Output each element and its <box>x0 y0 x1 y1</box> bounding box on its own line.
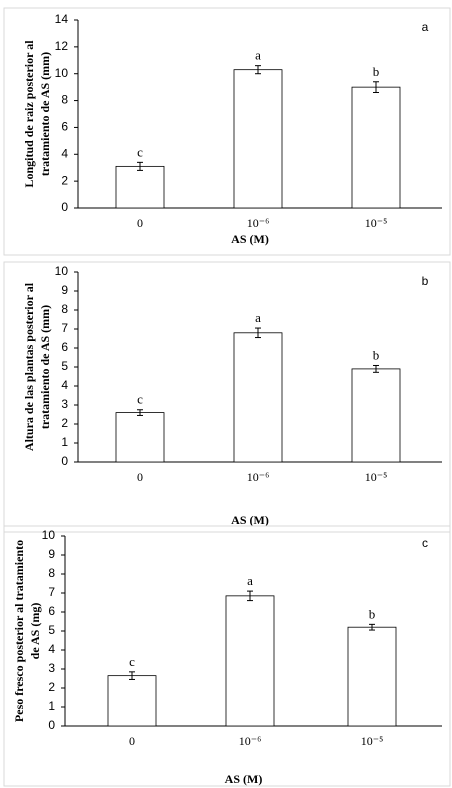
error-bar <box>373 81 379 94</box>
error-bar <box>137 409 143 416</box>
y-tick-label: 8 <box>61 93 68 107</box>
x-tick-label: 0 <box>137 216 143 230</box>
bar <box>351 86 401 209</box>
x-tick-label: 0 <box>129 734 135 748</box>
y-tick-label: 1 <box>61 435 68 449</box>
x-axis-label: AS (M) <box>231 232 269 246</box>
y-tick-label: 9 <box>48 547 55 561</box>
y-tick-label: 0 <box>61 200 68 214</box>
error-bar <box>137 161 143 171</box>
significance-label: b <box>373 64 380 79</box>
x-tick-label: 10⁻⁶ <box>247 216 270 230</box>
error-bar <box>247 590 253 602</box>
significance-label: c <box>129 654 135 669</box>
significance-label: c <box>137 392 143 407</box>
y-tick-label: 10 <box>55 264 69 278</box>
bar <box>233 69 283 209</box>
y-axis-label: tratamiento de AS (mm) <box>38 305 52 429</box>
bar <box>225 595 275 727</box>
significance-label: b <box>373 347 380 362</box>
y-tick-label: 2 <box>61 173 68 187</box>
y-tick-label: 2 <box>61 416 68 430</box>
bar <box>115 412 165 463</box>
y-tick-label: 8 <box>48 566 55 580</box>
bar <box>107 675 157 727</box>
y-tick-label: 14 <box>55 12 69 26</box>
chart-frame <box>3 7 451 256</box>
error-bar <box>373 364 379 373</box>
x-tick-label: 0 <box>137 470 143 484</box>
bar <box>351 368 401 463</box>
x-axis-label: AS (M) <box>231 513 269 527</box>
chart-frame <box>3 261 451 533</box>
y-tick-label: 0 <box>48 718 55 732</box>
significance-label: a <box>255 310 261 325</box>
y-tick-label: 2 <box>48 680 55 694</box>
y-tick-label: 9 <box>61 283 68 297</box>
y-tick-label: 6 <box>48 604 55 618</box>
chart-frame <box>3 525 451 787</box>
y-tick-label: 7 <box>61 321 68 335</box>
y-tick-label: 10 <box>42 528 56 542</box>
panel-label: c <box>422 536 428 550</box>
y-tick-label: 12 <box>55 39 69 53</box>
y-tick-label: 3 <box>48 661 55 675</box>
y-tick-label: 4 <box>48 642 55 656</box>
y-axis-label: tratamiento de AS (mm) <box>38 52 52 176</box>
y-tick-label: 4 <box>61 146 68 160</box>
y-tick-label: 5 <box>48 623 55 637</box>
x-axis-label: AS (M) <box>225 772 263 786</box>
x-tick-label: 10⁻⁶ <box>239 734 262 748</box>
y-tick-label: 3 <box>61 397 68 411</box>
y-tick-label: 10 <box>55 66 69 80</box>
bar <box>233 332 283 463</box>
y-tick-label: 6 <box>61 120 68 134</box>
x-tick-label: 10⁻⁵ <box>361 734 384 748</box>
y-axis-label: Peso fresco posterior al tratamiento <box>12 540 26 722</box>
y-axis-label: Longitud de raiz posterior al <box>22 40 36 188</box>
significance-label: a <box>247 573 253 588</box>
y-tick-label: 7 <box>48 585 55 599</box>
significance-label: b <box>369 606 376 621</box>
y-axis-label: de AS (mg) <box>28 603 42 660</box>
y-tick-label: 6 <box>61 340 68 354</box>
bar <box>347 626 397 727</box>
panel-label: a <box>422 20 429 34</box>
y-tick-label: 5 <box>61 359 68 373</box>
panel-label: b <box>422 274 429 288</box>
significance-label: a <box>255 48 261 63</box>
y-axis-label: Altura de las plantas posterior al <box>22 282 36 451</box>
y-tick-label: 0 <box>61 454 68 468</box>
y-tick-label: 4 <box>61 378 68 392</box>
x-tick-label: 10⁻⁵ <box>365 470 388 484</box>
bar <box>115 165 165 209</box>
y-tick-label: 8 <box>61 302 68 316</box>
y-tick-label: 1 <box>48 699 55 713</box>
error-bar <box>255 65 261 75</box>
x-tick-label: 10⁻⁵ <box>365 216 388 230</box>
significance-label: c <box>137 144 143 159</box>
error-bar <box>255 327 261 339</box>
x-tick-label: 10⁻⁶ <box>247 470 270 484</box>
error-bar <box>129 671 135 680</box>
error-bar <box>369 623 375 631</box>
